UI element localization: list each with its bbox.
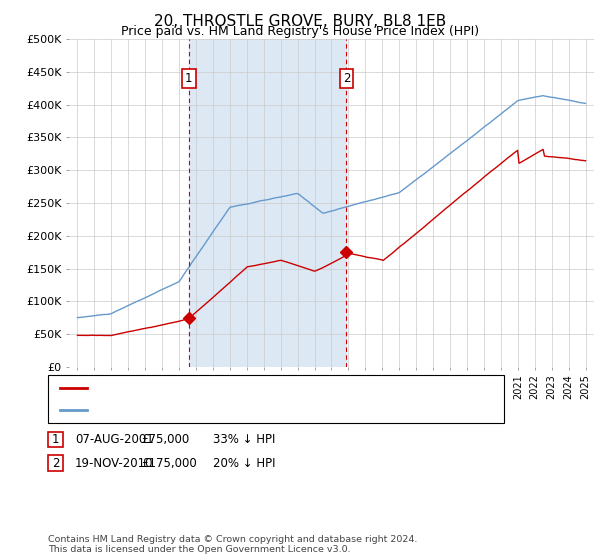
Text: £75,000: £75,000	[141, 433, 189, 446]
Text: HPI: Average price, detached house, Bury: HPI: Average price, detached house, Bury	[96, 405, 324, 415]
Text: Price paid vs. HM Land Registry's House Price Index (HPI): Price paid vs. HM Land Registry's House …	[121, 25, 479, 38]
Text: 20, THROSTLE GROVE, BURY, BL8 1EB (detached house): 20, THROSTLE GROVE, BURY, BL8 1EB (detac…	[96, 383, 404, 393]
Bar	[189, 39, 346, 367]
Text: 20, THROSTLE GROVE, BURY, BL8 1EB: 20, THROSTLE GROVE, BURY, BL8 1EB	[154, 14, 446, 29]
Text: 07-AUG-2001: 07-AUG-2001	[75, 433, 154, 446]
Text: 19-NOV-2010: 19-NOV-2010	[75, 456, 154, 470]
Text: £175,000: £175,000	[141, 456, 197, 470]
Text: 2: 2	[343, 72, 350, 85]
Text: 1: 1	[185, 72, 193, 85]
Text: Contains HM Land Registry data © Crown copyright and database right 2024.
This d: Contains HM Land Registry data © Crown c…	[48, 535, 418, 554]
Text: 2: 2	[52, 456, 59, 470]
Text: 33% ↓ HPI: 33% ↓ HPI	[213, 433, 275, 446]
Text: 20% ↓ HPI: 20% ↓ HPI	[213, 456, 275, 470]
Text: 1: 1	[52, 433, 59, 446]
